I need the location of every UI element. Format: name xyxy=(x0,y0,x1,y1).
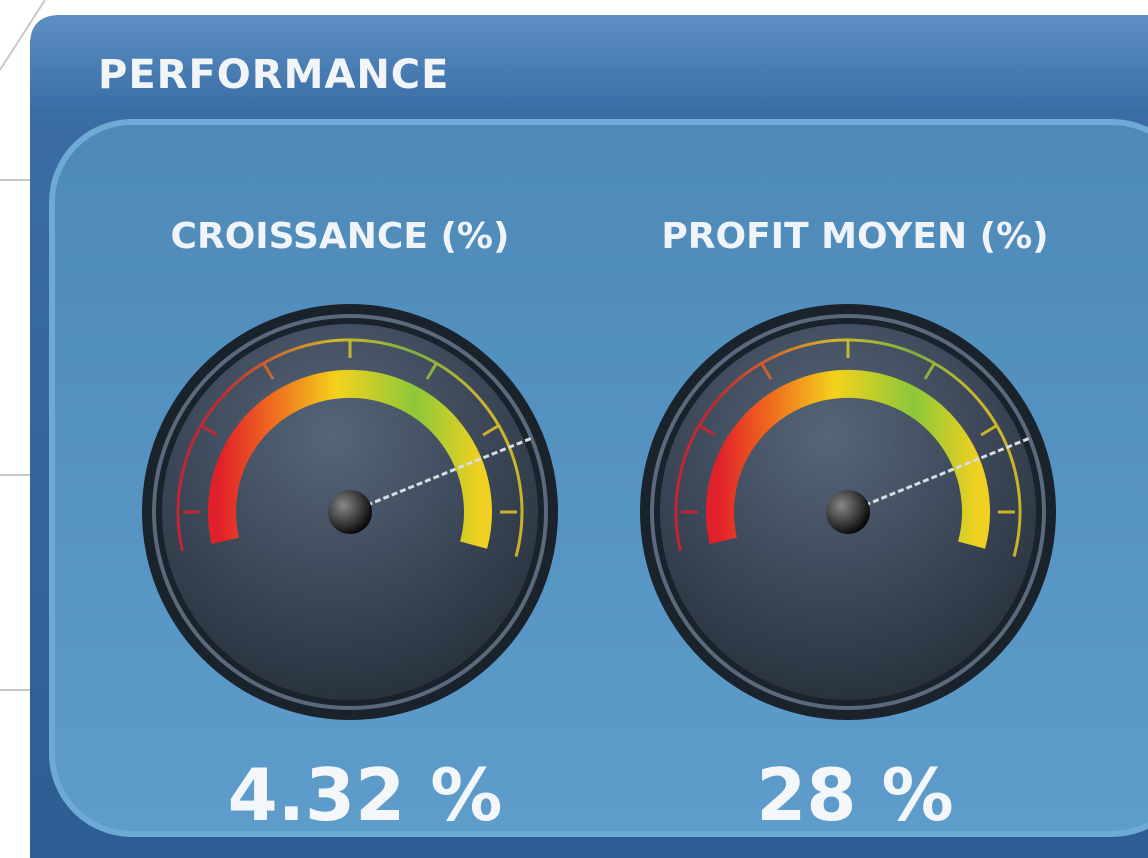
gauge-1 xyxy=(142,304,558,720)
gauge-value: 4.32 % xyxy=(228,753,503,837)
gauge-value: 28 % xyxy=(756,753,953,837)
panel-title: PERFORMANCE xyxy=(98,52,450,98)
gauge-label: PROFIT MOYEN (%) xyxy=(661,216,1048,257)
gauge-2 xyxy=(640,304,1056,720)
performance-widget: PERFORMANCE CROISSANCE (%) PROFIT MOYEN … xyxy=(0,0,1148,858)
gauge-label: CROISSANCE (%) xyxy=(171,216,510,257)
